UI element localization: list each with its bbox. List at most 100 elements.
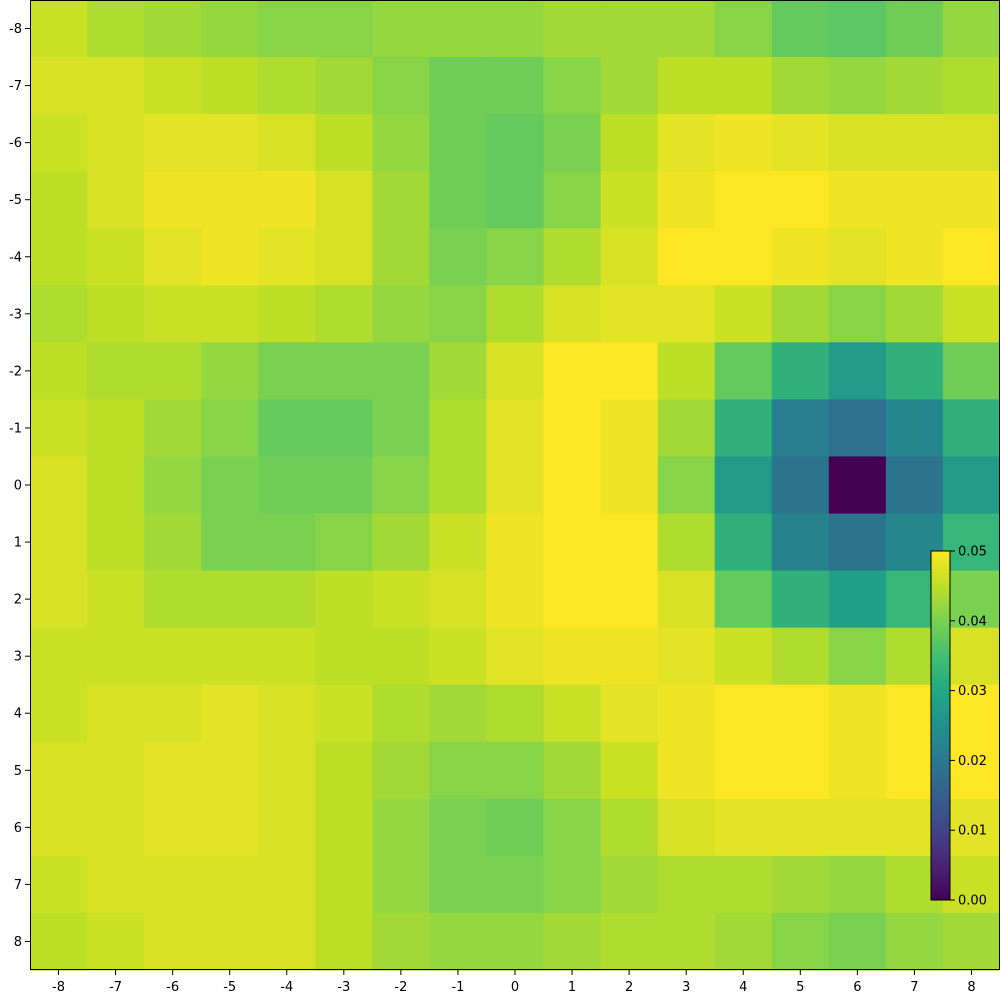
heatmap-cell-r-1-c-6 bbox=[144, 399, 202, 458]
x-tick-label: 1 bbox=[568, 980, 576, 995]
heatmap-cell-r1-c-1 bbox=[429, 513, 488, 572]
heatmap-cell-r2-c2 bbox=[600, 570, 659, 629]
heatmap-cell-r3-c-4 bbox=[258, 627, 316, 686]
heatmap-cell-r-6-c-2 bbox=[372, 114, 431, 172]
heatmap-cell-r-4-c1 bbox=[543, 228, 602, 286]
heatmap-cell-r7-c-7 bbox=[87, 855, 145, 914]
heatmap-cell-r-1-c4 bbox=[714, 399, 773, 458]
heatmap-cell-r0-c-3 bbox=[315, 456, 373, 515]
heatmap-cell-r-6-c6 bbox=[828, 114, 887, 172]
heatmap-cell-r2-c6 bbox=[828, 570, 887, 629]
heatmap-cell-r-5-c2 bbox=[600, 171, 659, 229]
colorbar-gradient bbox=[930, 550, 951, 901]
colorbar-tick-label: 0.02 bbox=[958, 754, 987, 769]
heatmap-cell-r5-c2 bbox=[600, 741, 659, 800]
x-tick-label: -6 bbox=[166, 980, 179, 995]
heatmap-cell-r-6-c-6 bbox=[144, 114, 202, 172]
x-tick-label: -7 bbox=[109, 980, 122, 995]
y-tick-label: -2 bbox=[9, 364, 22, 379]
heatmap-cell-r1-c6 bbox=[828, 513, 887, 572]
x-tick-label: -3 bbox=[337, 980, 350, 995]
heatmap-cell-r-4-c-2 bbox=[372, 228, 431, 286]
x-tick-label: 7 bbox=[910, 980, 918, 995]
heatmap-cell-r-4-c-8 bbox=[30, 228, 88, 286]
x-tick-label: 8 bbox=[967, 980, 975, 995]
heatmap-cell-r3-c1 bbox=[543, 627, 602, 686]
y-tick-label: 7 bbox=[14, 878, 22, 893]
heatmap-cell-r-2-c-5 bbox=[201, 342, 259, 401]
heatmap-cell-r-6-c8 bbox=[942, 114, 1000, 172]
y-tick-label: 0 bbox=[14, 479, 22, 494]
heatmap-cell-r1-c-4 bbox=[258, 513, 316, 572]
y-tick-label: 2 bbox=[14, 593, 22, 608]
heatmap-cell-r-1-c5 bbox=[771, 399, 830, 458]
heatmap-cell-r5-c6 bbox=[828, 741, 887, 800]
heatmap-cell-r4-c4 bbox=[714, 684, 773, 743]
heatmap-cell-r1-c4 bbox=[714, 513, 773, 572]
heatmap-cell-r-7-c8 bbox=[942, 57, 1000, 115]
heatmap-cell-r3-c2 bbox=[600, 627, 659, 686]
heatmap-cell-r8-c-3 bbox=[315, 912, 373, 971]
heatmap-cell-r-3-c-7 bbox=[87, 285, 145, 343]
y-tick-label: 3 bbox=[14, 650, 22, 665]
heatmap-cell-r8-c-2 bbox=[372, 912, 431, 971]
x-tick-label: 2 bbox=[625, 980, 633, 995]
heatmap-cell-r-2-c-8 bbox=[30, 342, 88, 401]
heatmap-cell-r8-c-7 bbox=[87, 912, 145, 971]
heatmap-cell-r-8-c4 bbox=[714, 0, 773, 58]
colorbar-tick-label: 0.04 bbox=[958, 614, 987, 629]
heatmap-cell-r-6-c3 bbox=[657, 114, 716, 172]
heatmap-cell-r5-c1 bbox=[543, 741, 602, 800]
heatmap-cell-r6-c-6 bbox=[144, 798, 202, 857]
heatmap-cell-r-6-c-5 bbox=[201, 114, 259, 172]
heatmap-cell-r-2-c5 bbox=[771, 342, 830, 401]
heatmap-cell-r-7-c-2 bbox=[372, 57, 431, 115]
x-axis-ticks: -8 -7 -6 -5 -4 -3 -2 -1 0 1 2 3 4 5 6 7 8 bbox=[52, 970, 976, 995]
heatmap-cell-r8-c8 bbox=[942, 912, 1000, 971]
heatmap-cell-r-3-c5 bbox=[771, 285, 830, 343]
heatmap-cell-r2-c8 bbox=[942, 570, 1000, 629]
heatmap-cell-r-8-c-2 bbox=[372, 0, 431, 58]
heatmap-cell-r-7-c-5 bbox=[201, 57, 259, 115]
heatmap-cell-r-1-c8 bbox=[942, 399, 1000, 458]
heatmap-cell-r8-c0 bbox=[486, 912, 545, 971]
heatmap-cell-r8-c-8 bbox=[30, 912, 88, 971]
heatmap-cell-r-5-c0 bbox=[486, 171, 545, 229]
heatmap-cell-r-3-c-1 bbox=[429, 285, 488, 343]
heatmap-cell-r4-c5 bbox=[771, 684, 830, 743]
heatmap-cell-r-6-c-7 bbox=[87, 114, 145, 172]
heatmap-cell-r2-c-6 bbox=[144, 570, 202, 629]
heatmap-cell-r-2-c-4 bbox=[258, 342, 316, 401]
y-tick-label: -8 bbox=[9, 22, 22, 37]
heatmap-cell-r2-c0 bbox=[486, 570, 545, 629]
heatmap-cell-r5-c-5 bbox=[201, 741, 259, 800]
x-tick-label: -4 bbox=[280, 980, 293, 995]
heatmap-cell-r3-c5 bbox=[771, 627, 830, 686]
heatmap-cell-r-8-c8 bbox=[942, 0, 1000, 58]
heatmap-cell-r3-c-3 bbox=[315, 627, 373, 686]
heatmap-cell-r3-c3 bbox=[657, 627, 716, 686]
x-tick-label: -2 bbox=[394, 980, 407, 995]
heatmap-cell-r0-c2 bbox=[600, 456, 659, 515]
heatmap-cell-r-1-c2 bbox=[600, 399, 659, 458]
heatmap-cell-r-1-c1 bbox=[543, 399, 602, 458]
heatmap-cell-r-7-c-4 bbox=[258, 57, 316, 115]
heatmap-cell-r7-c8 bbox=[942, 855, 1000, 914]
heatmap-cell-r-4-c-3 bbox=[315, 228, 373, 286]
heatmap-cell-r2-c-3 bbox=[315, 570, 373, 629]
heatmap-cell-r8-c5 bbox=[771, 912, 830, 971]
heatmap-cell-r-5-c-2 bbox=[372, 171, 431, 229]
heatmap-cell-r-4-c8 bbox=[942, 228, 1000, 286]
heatmap-cell-r-4-c-4 bbox=[258, 228, 316, 286]
heatmap-cell-r6-c-3 bbox=[315, 798, 373, 857]
colorbar-ticks: 0.00 0.01 0.02 0.03 0.04 0.05 bbox=[950, 545, 987, 909]
heatmap-cell-r2-c1 bbox=[543, 570, 602, 629]
heatmap-cell-r1-c8 bbox=[942, 513, 1000, 572]
heatmap-cell-r-2-c6 bbox=[828, 342, 887, 401]
heatmap-cell-r7-c-5 bbox=[201, 855, 259, 914]
heatmap-cell-r-1-c-1 bbox=[429, 399, 488, 458]
heatmap-cell-r4-c2 bbox=[600, 684, 659, 743]
heatmap-cell-r-2-c1 bbox=[543, 342, 602, 401]
heatmap-cell-r-2-c8 bbox=[942, 342, 1000, 401]
heatmap-cell-r-4-c0 bbox=[486, 228, 545, 286]
